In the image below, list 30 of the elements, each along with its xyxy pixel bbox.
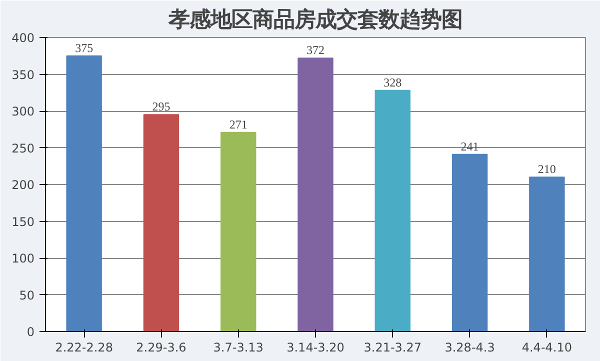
- y-tick-label: 400: [12, 31, 34, 45]
- chart-title: 孝感地区商品房成交套数趋势图: [168, 8, 462, 32]
- bar: [143, 114, 180, 332]
- bar: [66, 55, 102, 332]
- y-tick-label: 250: [12, 141, 34, 156]
- x-tick-label: 3.14-3.20: [286, 340, 344, 354]
- bar: [529, 176, 565, 332]
- data-label: 372: [306, 43, 324, 58]
- x-tick-label: 2.29-3.6: [136, 340, 186, 354]
- data-label: 328: [384, 75, 402, 90]
- data-label: 271: [229, 117, 248, 132]
- x-tick-label: 3.21-3.27: [364, 340, 422, 354]
- x-tick-label: 2.22-2.28: [55, 340, 113, 354]
- y-tick-label: 300: [12, 104, 34, 118]
- bar: [298, 58, 334, 332]
- y-tick-label: 150: [12, 214, 34, 229]
- y-tick-label: 100: [12, 252, 34, 266]
- data-label: 210: [538, 162, 556, 176]
- y-tick-label: 200: [12, 178, 34, 192]
- bar: [452, 154, 488, 332]
- bar: [220, 132, 256, 332]
- x-tick-label: 3.7-3.13: [213, 340, 264, 354]
- bar: [374, 90, 410, 332]
- data-label: 295: [152, 100, 170, 114]
- y-tick-label: 350: [12, 68, 34, 82]
- x-tick-label: 4.4-4.10: [522, 340, 572, 354]
- x-tick-label: 3.28-4.3: [444, 340, 495, 354]
- y-tick-label: 50: [19, 288, 35, 302]
- y-tick-label: 0: [26, 325, 35, 339]
- data-label: 375: [75, 40, 94, 55]
